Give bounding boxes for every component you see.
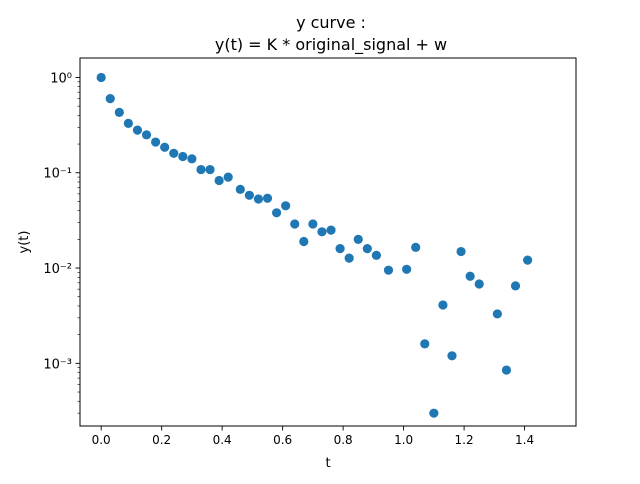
data-point <box>308 219 318 229</box>
plot-area <box>79 57 577 427</box>
data-point <box>290 219 300 229</box>
x-tick-label: 0.8 <box>334 433 353 447</box>
data-point <box>362 243 372 254</box>
data-point <box>271 208 282 218</box>
chart-title: y curve : <box>296 13 366 32</box>
data-point <box>141 130 152 140</box>
data-point <box>326 225 336 235</box>
data-point <box>187 154 197 164</box>
data-point <box>262 193 273 203</box>
data-point <box>456 246 466 257</box>
data-point <box>160 142 170 152</box>
data-point <box>214 175 224 186</box>
data-point <box>205 164 215 175</box>
data-point <box>523 255 533 265</box>
data-point <box>151 137 161 147</box>
x-tick-label: 1.2 <box>455 433 474 447</box>
y-tick-label: 10⁻¹ <box>43 167 72 182</box>
data-point <box>335 243 345 254</box>
x-tick-label: 1.4 <box>515 433 534 447</box>
chart-subtitle: y(t) = K * original_signal + w <box>215 35 447 55</box>
data-point <box>402 264 412 274</box>
data-point <box>353 234 363 244</box>
data-point <box>383 265 394 275</box>
data-point <box>317 227 327 237</box>
data-point <box>123 118 133 128</box>
y-tick-label: 10⁻² <box>43 262 72 277</box>
data-point <box>438 300 448 310</box>
y-axis: 10⁻³ 10⁻² 10⁻¹ 10⁰ <box>43 71 80 414</box>
data-point <box>474 279 484 289</box>
data-point <box>371 250 381 260</box>
plot-frame <box>79 57 577 427</box>
data-point <box>465 271 475 281</box>
data-point <box>169 148 179 158</box>
data-point <box>235 184 245 194</box>
x-tick-label: 0.4 <box>213 433 232 447</box>
data-point <box>411 242 421 252</box>
data-points <box>96 72 533 418</box>
data-point <box>420 339 430 349</box>
data-point <box>105 93 115 104</box>
data-point <box>114 107 124 117</box>
data-point <box>501 365 512 375</box>
data-point <box>96 72 106 83</box>
data-point <box>196 164 206 175</box>
x-axis-label: t <box>325 456 330 471</box>
x-tick-label: 0.2 <box>152 433 171 447</box>
data-point <box>253 194 264 204</box>
data-point <box>178 151 188 162</box>
data-point <box>344 253 354 263</box>
data-point <box>429 408 439 418</box>
data-point <box>510 281 521 291</box>
data-point <box>447 351 457 361</box>
data-point <box>132 125 143 135</box>
x-tick-label: 0.0 <box>92 433 111 447</box>
data-point <box>281 201 291 211</box>
x-tick-label: 0.6 <box>273 433 292 447</box>
data-point <box>299 236 309 247</box>
data-point <box>492 309 502 319</box>
y-tick-label: 10⁻³ <box>43 357 72 372</box>
y-tick-label: 10⁰ <box>50 71 72 86</box>
data-point <box>244 190 254 200</box>
x-tick-label: 1.0 <box>394 433 413 447</box>
y-axis-label: y(t) <box>17 231 32 254</box>
x-axis: 0.0 0.2 0.4 0.6 0.8 1.0 1.2 1.4 <box>92 426 534 447</box>
data-point <box>223 172 233 182</box>
